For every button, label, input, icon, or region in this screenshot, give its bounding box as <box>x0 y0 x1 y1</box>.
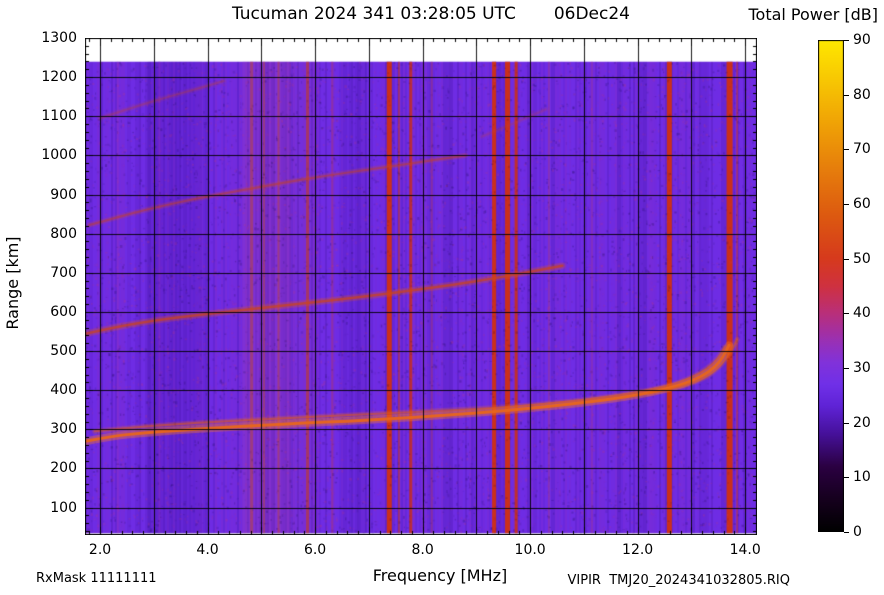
y-tick-label: 1100 <box>41 108 77 125</box>
colorbar-tick-label: 0 <box>853 524 862 540</box>
y-tick-label: 1200 <box>41 69 77 86</box>
x-tick-label: 14.0 <box>729 542 761 558</box>
colorbar-tick-mark <box>844 259 849 260</box>
colorbar-tick-mark <box>844 423 849 424</box>
colorbar-tick-label: 80 <box>853 86 871 103</box>
x-tick-label: 8.0 <box>411 542 434 558</box>
colorbar-tick-label: 30 <box>853 360 871 376</box>
rxmask-text: RxMask 11111111 <box>36 571 157 586</box>
colorbar-gradient <box>818 40 844 532</box>
data-file-name: VIPIR TMJ20_2024341032805.RIQ <box>567 573 791 588</box>
colorbar-tick-label: 90 <box>853 32 871 48</box>
y-tick-label: 100 <box>50 499 77 516</box>
colorbar-tick-mark <box>844 313 849 314</box>
colorbar-tick-label: 70 <box>853 141 871 158</box>
colorbar-tick-mark <box>844 368 849 369</box>
colorbar-title: Total Power [dB] <box>748 5 878 24</box>
y-tick-label: 900 <box>50 186 77 203</box>
colorbar-tick-mark <box>844 532 849 533</box>
x-tick-label: 10.0 <box>514 542 546 558</box>
y-tick-label: 700 <box>50 264 77 281</box>
colorbar-tick-label: 40 <box>853 305 871 322</box>
colorbar-tick-mark <box>844 477 849 478</box>
y-tick-label: 600 <box>50 303 77 320</box>
colorbar-tick-label: 10 <box>853 469 871 486</box>
colorbar-tick-mark <box>844 40 849 41</box>
x-tick-label: 4.0 <box>196 542 219 558</box>
colorbar-tick-mark <box>844 204 849 205</box>
colorbar-tick-label: 20 <box>853 414 871 431</box>
y-tick-label: 1000 <box>41 147 77 164</box>
y-tick-label: 500 <box>50 343 77 360</box>
x-axis-label: Frequency [MHz] <box>372 566 508 585</box>
y-axis-label: Range [km] <box>3 236 22 330</box>
title-date: 06Dec24 <box>553 4 630 24</box>
colorbar-tick-label: 60 <box>853 196 871 212</box>
x-tick-label: 2.0 <box>88 542 112 558</box>
colorbar-tick-mark <box>844 149 849 150</box>
y-tick-label: 400 <box>50 382 77 399</box>
x-tick-label: 6.0 <box>303 542 327 558</box>
ionogram-heatmap <box>85 38 757 535</box>
title-station-time: Tucuman 2024 341 03:28:05 UTC <box>231 4 516 24</box>
y-tick-label: 1300 <box>41 30 77 46</box>
plot-title: Tucuman 2024 341 03:28:05 UTC 06Dec24 <box>0 4 862 24</box>
y-tick-label: 300 <box>50 421 77 438</box>
y-tick-label: 800 <box>50 225 77 242</box>
colorbar-tick-mark <box>844 95 849 96</box>
colorbar-tick-label: 50 <box>853 250 871 267</box>
x-tick-label: 12.0 <box>622 542 654 558</box>
y-tick-label: 200 <box>50 460 77 477</box>
